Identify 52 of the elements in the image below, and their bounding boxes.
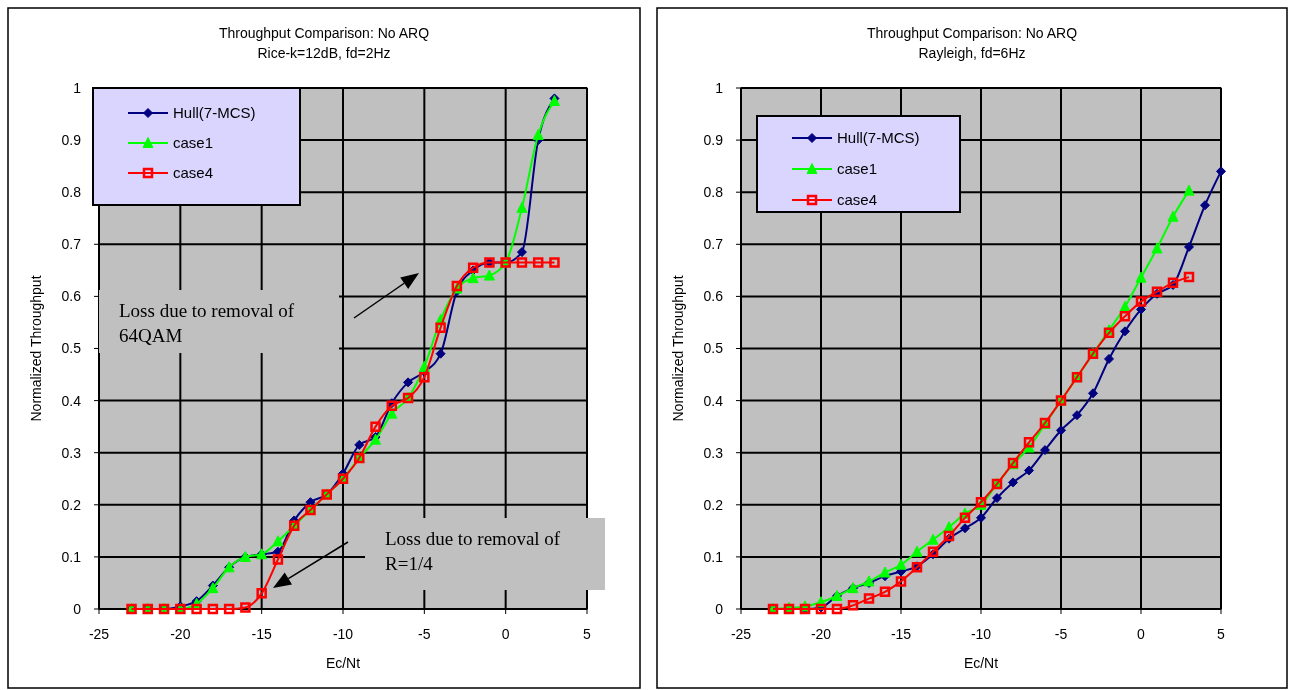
x-tick-label: 0: [501, 626, 510, 642]
y-axis-title: Normalized Throughput: [670, 275, 686, 422]
legend-label: Hull(7-MCS): [173, 104, 256, 122]
y-tick-label: 0.7: [61, 236, 82, 253]
x-tick-label: -10: [332, 626, 354, 642]
x-tick-label: 5: [1217, 626, 1226, 642]
chart-subtitle: Rayleigh, fd=6Hz: [918, 45, 1026, 61]
y-tick-label: 0.2: [61, 496, 82, 513]
y-tick-label: 0.4: [61, 392, 82, 409]
x-tick-label: -25: [730, 626, 752, 642]
chart-title: Throughput Comparison: No ARQ: [218, 25, 430, 41]
y-tick-label: 0.7: [703, 236, 724, 253]
legend-label: case4: [837, 191, 878, 209]
x-tick-label: -20: [810, 626, 832, 642]
y-tick-label: 0.6: [61, 288, 82, 305]
chart-subtitle: Rice-k=12dB, fd=2Hz: [257, 45, 391, 61]
y-tick-label: 0: [715, 600, 724, 617]
x-tick-label: -15: [890, 626, 912, 642]
x-tick-label: -10: [970, 626, 992, 642]
legend-label: Hull(7-MCS): [837, 129, 920, 147]
annotation: Loss due to removal of R=1/4: [385, 528, 561, 574]
x-tick-label: 5: [583, 626, 592, 642]
y-tick-label: 1: [73, 79, 82, 96]
legend-label: case1: [837, 160, 878, 178]
y-tick-label: 0.6: [703, 288, 724, 305]
y-tick-label: 0.3: [61, 444, 82, 461]
x-tick-label: -5: [1054, 626, 1068, 642]
x-tick-label: -15: [251, 626, 272, 642]
x-tick-label: -20: [170, 626, 191, 642]
x-axis-title: Ec/Nt: [963, 655, 999, 671]
y-tick-label: 0.8: [61, 184, 82, 201]
y-tick-label: 0.1: [61, 548, 82, 565]
y-tick-label: 0.3: [703, 444, 724, 461]
chart-title: Throughput Comparison: No ARQ: [866, 25, 1078, 41]
y-tick-label: 1: [715, 79, 724, 96]
y-tick-label: 0.8: [703, 184, 724, 201]
y-tick-label: 0.4: [703, 392, 724, 409]
y-tick-label: 0.9: [61, 132, 82, 148]
y-tick-label: 0.1: [703, 548, 724, 565]
y-axis-title: Normalized Throughput: [28, 275, 44, 422]
x-tick-label: -5: [418, 626, 431, 642]
y-tick-label: 0.9: [703, 132, 724, 148]
x-tick-label: -25: [88, 626, 110, 642]
x-tick-label: 0: [1137, 626, 1146, 642]
y-tick-label: 0.2: [703, 496, 724, 513]
legend-label: case1: [173, 134, 214, 152]
x-axis-title: Ec/Nt: [325, 655, 361, 671]
y-tick-label: 0.5: [61, 340, 82, 357]
y-tick-label: 0: [73, 600, 82, 617]
annotation: Loss due to removal of 64QAM: [119, 300, 295, 346]
legend-label: case4: [173, 164, 214, 182]
y-tick-label: 0.5: [703, 340, 724, 357]
